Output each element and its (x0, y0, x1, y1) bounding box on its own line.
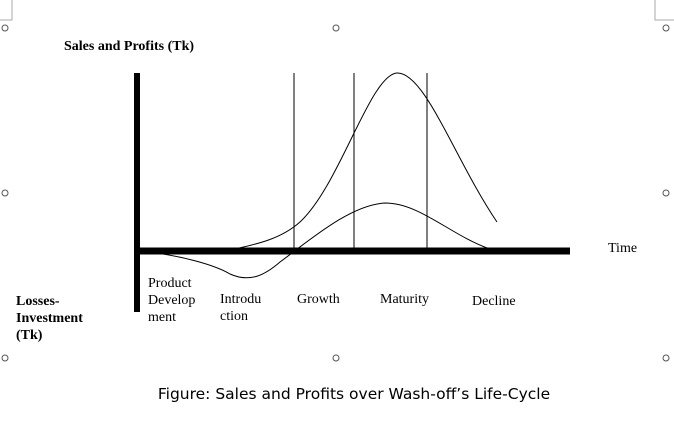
handle[interactable] (1, 354, 9, 362)
handle[interactable] (1, 189, 9, 197)
handle[interactable] (662, 354, 670, 362)
selection-handles (1, 24, 670, 362)
label-line: Product (148, 276, 192, 291)
label-line: Maturity (380, 292, 429, 307)
caption: Figure: Sales and Profits over Wash-off’… (158, 385, 550, 403)
label-line: Introdu (220, 292, 261, 307)
label-line: (Tk) (16, 328, 43, 343)
profit-curve (139, 202, 491, 279)
y-axis-bottom-label: Losses- Investment (Tk) (16, 294, 83, 343)
x-axis-label: Time (608, 241, 637, 256)
stage-label: Introdu ction (220, 292, 261, 324)
handle[interactable] (332, 24, 340, 32)
handle[interactable] (662, 24, 670, 32)
y-axis-top-label: Sales and Profits (Tk) (64, 39, 194, 54)
label-line: ment (148, 310, 176, 325)
stage-label: Product Develop ment (148, 276, 195, 325)
multiline-labels: Losses- Investment (Tk) Product Develop ment I… (16, 276, 516, 343)
stage-label: Decline (472, 294, 516, 309)
handle[interactable] (1, 24, 9, 32)
handle[interactable] (332, 354, 340, 362)
label-line: Develop (148, 293, 195, 308)
label-line: ction (220, 309, 248, 324)
sales-curve (224, 72, 498, 252)
label-line: Decline (472, 294, 516, 309)
corner-mark (0, 0, 13, 21)
corner-mark (654, 0, 674, 21)
label-line: Investment (16, 311, 83, 326)
label-line: Losses- (16, 294, 60, 309)
handle[interactable] (662, 189, 670, 197)
label-line: Growth (297, 292, 340, 307)
stage-label: Growth (297, 292, 340, 307)
stage-label: Maturity (380, 292, 429, 307)
